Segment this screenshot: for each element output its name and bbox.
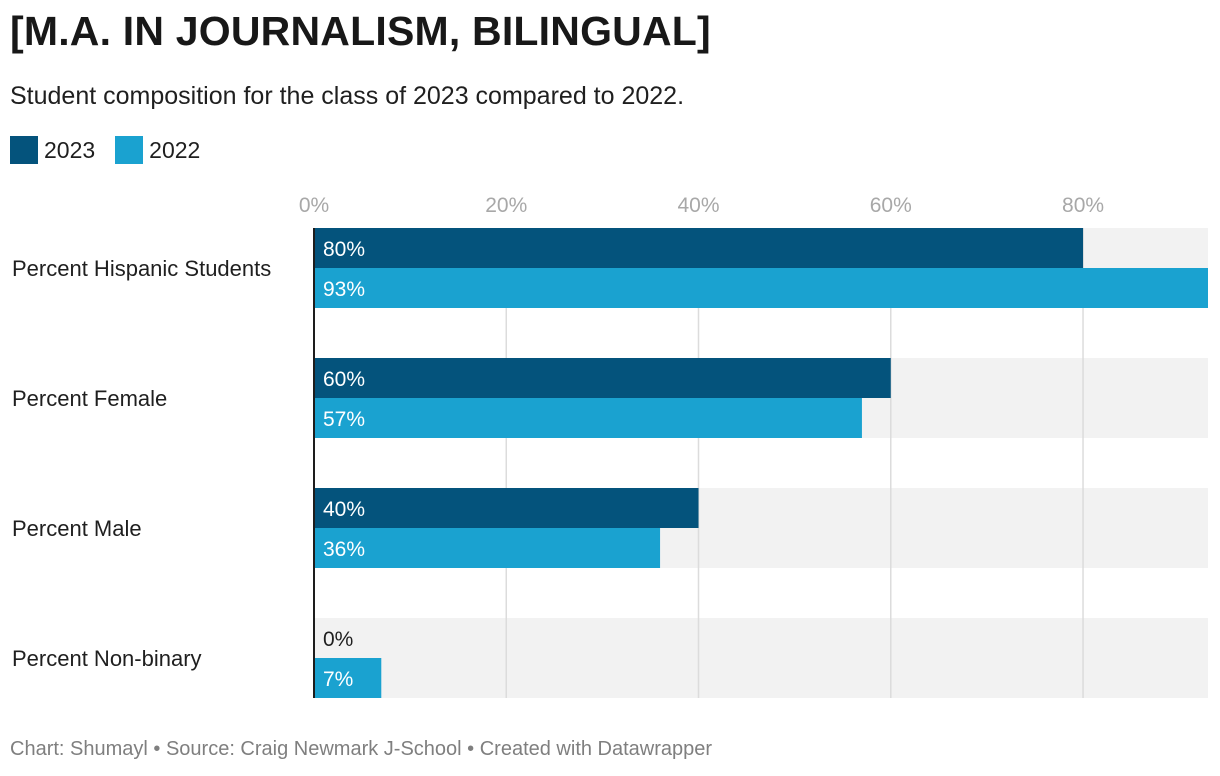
category-label: Percent Hispanic Students (12, 256, 271, 281)
bar-value-label: 7% (323, 668, 353, 691)
x-tick-label: 0% (299, 194, 329, 217)
legend-item-2022: 2022 (115, 136, 200, 164)
category-label: Percent Non-binary (12, 646, 202, 671)
bar-value-label: 57% (323, 408, 365, 431)
category-label: Percent Female (12, 386, 167, 411)
legend-item-2023: 2023 (10, 136, 95, 164)
bar-2022 (314, 658, 382, 698)
x-tick-label: 80% (1062, 194, 1104, 217)
bar-2023 (314, 228, 1084, 268)
legend-swatch-2023 (10, 136, 38, 164)
bar-2022 (314, 528, 661, 568)
bar-2022 (314, 268, 1208, 308)
bar-2023 (314, 358, 891, 398)
bar-value-label: 80% (323, 238, 365, 261)
legend: 2023 2022 (10, 136, 220, 164)
category-label: Percent Male (12, 516, 142, 541)
bar-2022 (314, 398, 862, 438)
legend-swatch-2022 (115, 136, 144, 164)
x-tick-label: 20% (485, 194, 527, 217)
legend-label-2023: 2023 (44, 136, 96, 163)
chart-title: [M.A. IN JOURNALISM, BILINGUAL] (10, 8, 711, 54)
bar-value-label: 0% (323, 628, 353, 651)
x-tick-label: 60% (870, 194, 912, 217)
bar-2023 (314, 488, 699, 528)
bar-value-label: 36% (323, 538, 365, 561)
bar-value-label: 40% (323, 498, 365, 521)
bar-value-label: 93% (323, 278, 365, 301)
bar-track (314, 618, 1208, 698)
chart-footer: Chart: Shumayl • Source: Craig Newmark J… (10, 738, 713, 760)
bar-value-label: 60% (323, 368, 365, 391)
bar-chart: 0% 20% 40% 60% 80% 80% 93% Percent Hispanic Stu… (12, 194, 1208, 698)
chart-subtitle: Student composition for the class of 202… (10, 82, 685, 110)
legend-label-2022: 2022 (149, 136, 201, 163)
x-tick-label: 40% (678, 194, 720, 217)
